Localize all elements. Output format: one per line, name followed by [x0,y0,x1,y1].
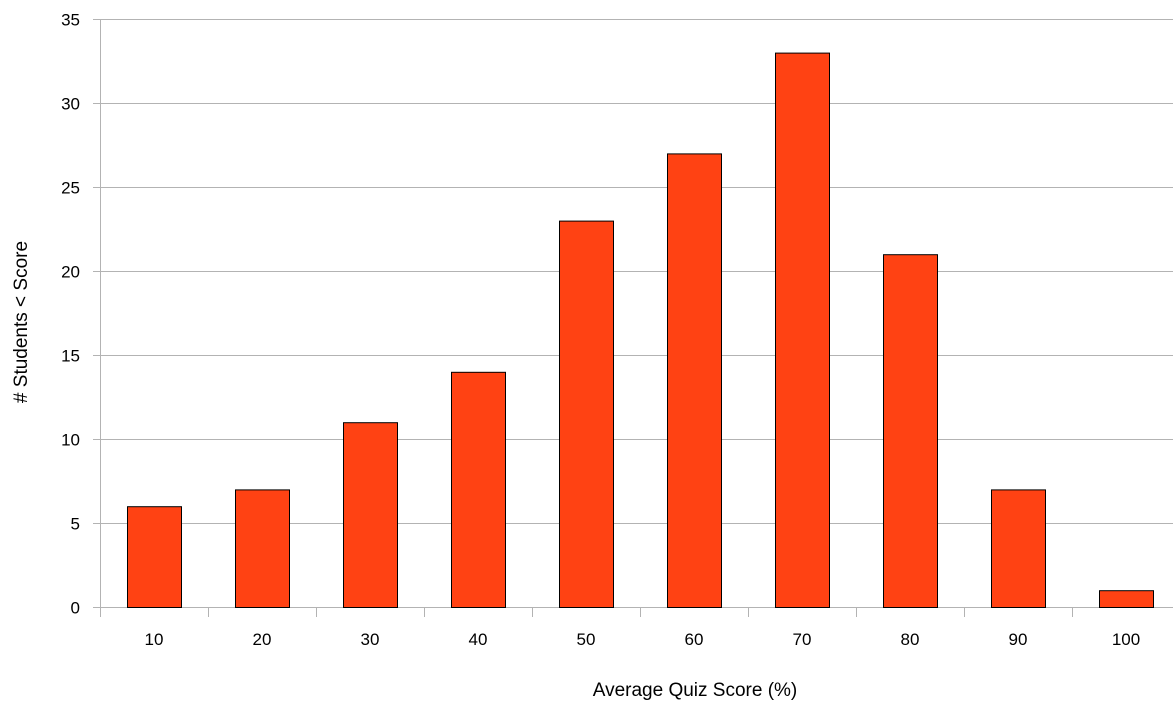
y-tick-label: 10 [61,431,80,450]
x-tick-label: 90 [1009,630,1028,649]
bar-70 [775,52,830,609]
bar-50 [559,220,614,608]
x-tick-label: 30 [361,630,380,649]
bar-40 [451,371,506,608]
bar-80 [883,254,938,608]
x-tick-label: 50 [577,630,596,649]
y-tick-label: 35 [61,11,80,30]
y-tick-label: 0 [71,599,80,618]
y-tick-label: 15 [61,347,80,366]
y-axis-title: # Students < Score [11,241,32,403]
bar-10 [127,506,182,609]
bar-100 [1099,590,1154,609]
x-tick-label: 40 [469,630,488,649]
y-tick-label: 25 [61,179,80,198]
x-tick-labels: 10 20 30 40 50 60 70 80 90 100 [145,630,1141,649]
axes [100,19,1073,617]
x-tick-label: 80 [901,630,920,649]
x-axis-title: Average Quiz Score (%) [593,680,798,701]
x-tick-label: 20 [253,630,272,649]
y-tick-label: 5 [71,515,80,534]
y-tick-label: 20 [61,263,80,282]
bar-20 [235,489,290,608]
bar-60 [667,153,722,608]
x-tick-label: 10 [145,630,164,649]
bar-30 [343,422,398,609]
x-tick-label: 100 [1112,630,1140,649]
y-tick-label: 30 [61,95,80,114]
y-tick-labels: 0 5 10 15 20 25 30 35 [61,11,80,618]
bars [127,52,1154,609]
x-tick-label: 60 [685,630,704,649]
bar-90 [991,489,1046,608]
x-tick-label: 70 [793,630,812,649]
